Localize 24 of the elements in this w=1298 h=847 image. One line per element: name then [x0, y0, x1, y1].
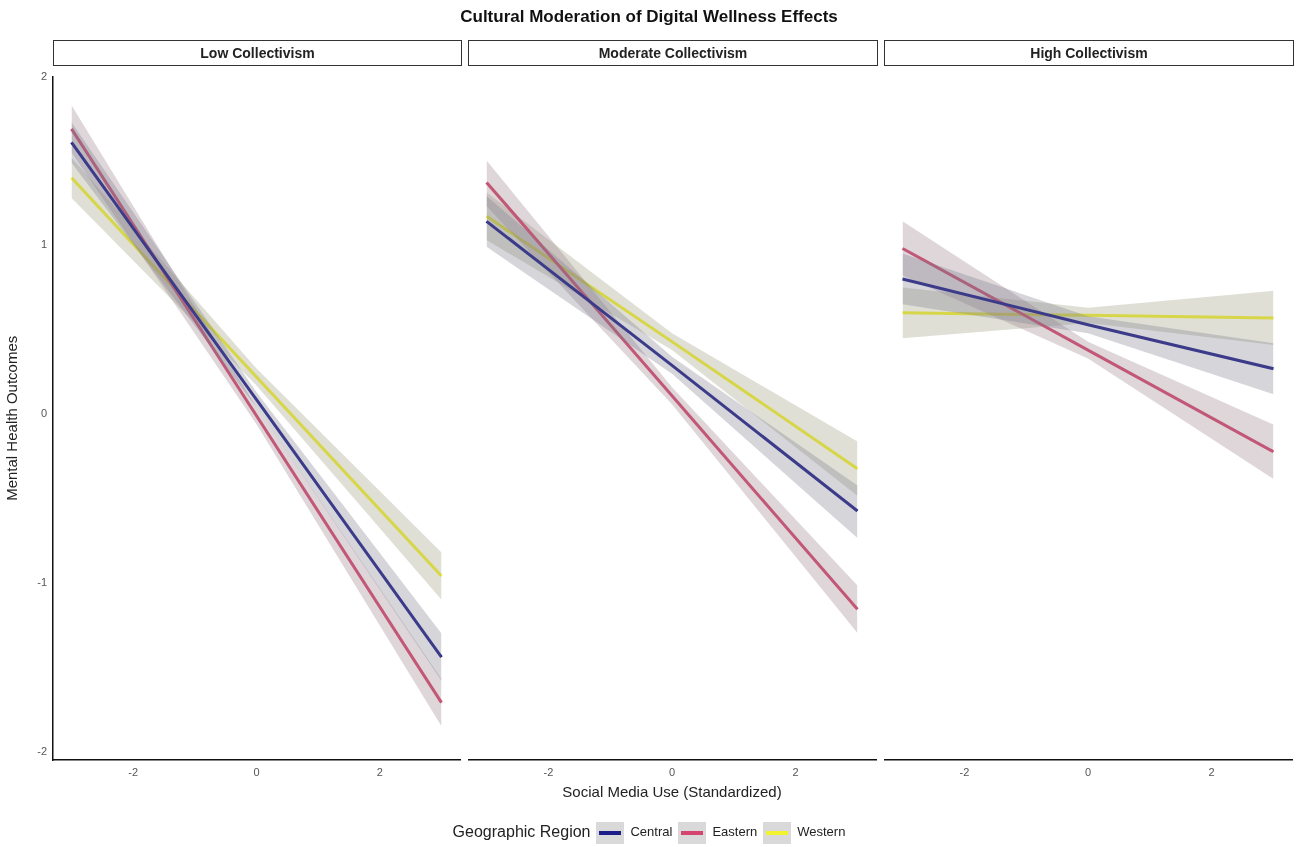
- x-tick-label: 0: [253, 765, 260, 778]
- chart-title: Low Collectivism: [53, 40, 462, 66]
- x-tick-label: 2: [1208, 765, 1215, 778]
- y-tick-label: 0: [40, 407, 47, 420]
- x-tick-label: -2: [128, 765, 139, 778]
- y-tick-label: -1: [37, 575, 47, 588]
- y-axis-title: Mental Health Outcomes: [3, 335, 21, 501]
- y-tick-label: 2: [40, 69, 47, 82]
- y-tick-label: -2: [37, 744, 47, 757]
- legend-label: Eastern: [712, 824, 758, 840]
- x-tick-label: -2: [543, 765, 554, 778]
- legend-label: Western: [797, 824, 846, 840]
- legend-label: Central: [630, 824, 673, 840]
- x-tick-label: 2: [376, 765, 383, 778]
- x-axis-title: Social Media Use (Standardized): [562, 783, 782, 801]
- chart-title: Moderate Collectivism: [468, 40, 878, 66]
- x-tick-label: -2: [959, 765, 970, 778]
- x-tick-label: 2: [792, 765, 799, 778]
- chart-title: High Collectivism: [884, 40, 1294, 66]
- text: Cultural Moderation of Digital Wellness Effects: [459, 7, 839, 27]
- y-tick-label: 1: [40, 238, 47, 251]
- x-tick-label: 0: [1084, 765, 1092, 778]
- legend-title: Geographic Region: [452, 823, 591, 841]
- x-tick-label: 0: [668, 765, 676, 778]
